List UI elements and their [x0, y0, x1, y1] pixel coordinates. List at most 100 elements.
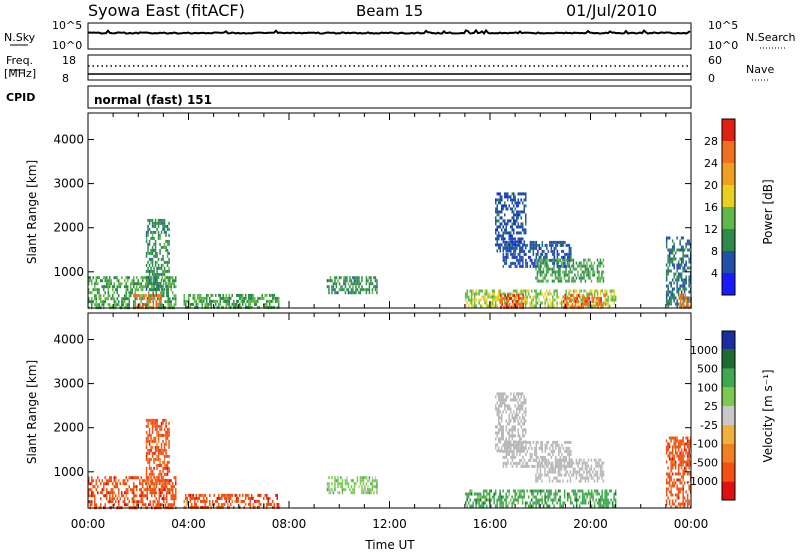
echo-cell: [676, 299, 678, 303]
echo-cell: [160, 221, 163, 225]
echo-cell: [189, 293, 191, 297]
echo-cell: [588, 296, 590, 300]
echo-cell: [535, 261, 537, 265]
echo-cell: [541, 261, 543, 265]
echo-cell: [160, 488, 162, 492]
echo-cell: [556, 295, 558, 299]
echo-cell: [163, 294, 165, 298]
echo-cell: [525, 198, 527, 202]
echo-cell: [166, 494, 168, 498]
echo-cell: [145, 230, 148, 234]
echo-cell: [358, 282, 360, 286]
nsearch-top-tick: 10^5: [708, 19, 738, 32]
echo-cell: [679, 242, 681, 246]
echo-cell: [194, 305, 196, 309]
echo-cell: [157, 221, 160, 225]
echo-cell: [564, 455, 566, 459]
echo-cell: [578, 264, 581, 268]
echo-cell: [491, 298, 494, 302]
echo-cell: [525, 401, 527, 405]
echo-cell: [520, 240, 522, 244]
echo-cell: [538, 258, 540, 262]
echo-cell: [511, 237, 513, 241]
echo-cell: [147, 481, 149, 485]
echo-cell: [154, 487, 157, 491]
echo-cell: [671, 287, 674, 291]
echo-cell: [501, 296, 503, 300]
echo-cell: [592, 301, 594, 305]
echo-cell: [163, 457, 166, 461]
echo-cell: [571, 302, 574, 306]
echo-cell: [688, 260, 690, 264]
echo-cell: [680, 278, 683, 282]
echo-cell: [228, 293, 230, 297]
echo-cell: [157, 454, 160, 458]
echo-cell: [605, 501, 608, 505]
echo-cell: [517, 210, 519, 214]
echo-cell: [125, 494, 127, 498]
echo-cell: [219, 302, 221, 306]
echo-cell: [677, 302, 680, 306]
echo-cell: [236, 499, 238, 503]
echo-cell: [516, 293, 518, 297]
echo-cell: [236, 305, 238, 309]
echo-cell: [225, 499, 227, 503]
echo-cell: [502, 401, 504, 405]
echo-cell: [580, 261, 582, 265]
echo-cell: [150, 469, 152, 473]
echo-cell: [535, 440, 538, 444]
echo-cell: [133, 491, 135, 495]
echo-cell: [496, 225, 498, 229]
echo-cell: [137, 500, 139, 504]
echo-cell: [508, 434, 510, 438]
echo-cell: [596, 492, 599, 496]
echo-cell: [148, 291, 150, 295]
echo-cell: [506, 305, 508, 309]
echo-cell: [547, 267, 549, 271]
echo-cell: [538, 504, 540, 508]
echo-cell: [583, 296, 586, 300]
echo-cell: [505, 504, 507, 508]
echo-cell: [541, 473, 543, 477]
echo-cell: [532, 489, 534, 493]
echo-cell: [593, 473, 596, 477]
echo-cell: [159, 427, 161, 431]
echo-cell: [511, 437, 513, 441]
echo-cell: [685, 245, 687, 249]
velocity-colorbar-swatch: [722, 387, 735, 407]
echo-cell: [358, 285, 360, 289]
echo-cell: [682, 460, 684, 464]
echo-cell: [525, 192, 527, 196]
echo-cell: [328, 291, 330, 295]
echo-cell: [529, 255, 532, 259]
echo-cell: [683, 263, 686, 267]
echo-cell: [677, 248, 680, 252]
echo-cell: [535, 292, 537, 296]
echo-cell: [686, 442, 689, 446]
echo-cell: [160, 494, 162, 498]
echo-cell: [508, 407, 510, 411]
echo-cell: [519, 305, 521, 309]
echo-cell: [499, 437, 501, 441]
echo-cell: [586, 273, 588, 277]
echo-cell: [550, 258, 553, 262]
echo-cell: [551, 279, 554, 283]
echo-cell: [227, 296, 229, 300]
echo-cell: [670, 484, 672, 488]
echo-cell: [156, 227, 158, 231]
echo-cell: [598, 296, 601, 300]
echo-cell: [520, 437, 522, 441]
echo-cell: [495, 243, 497, 247]
echo-cell: [568, 440, 571, 444]
echo-cell: [503, 498, 506, 502]
echo-cell: [482, 489, 485, 493]
echo-cell: [112, 491, 114, 495]
echo-cell: [586, 264, 588, 268]
echo-cell: [221, 502, 223, 506]
echo-cell: [151, 491, 153, 495]
freq-frame: [87, 54, 692, 81]
echo-cell: [538, 267, 540, 271]
echo-cell: [113, 485, 115, 489]
echo-cell: [212, 502, 214, 506]
